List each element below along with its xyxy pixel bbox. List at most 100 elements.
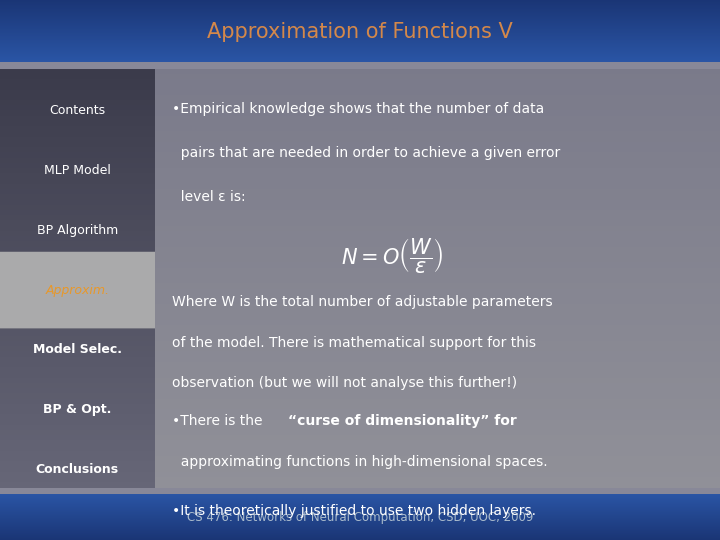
Text: BP & Opt.: BP & Opt. xyxy=(43,403,112,416)
Bar xyxy=(155,236,720,241)
Bar xyxy=(0,511,720,512)
Bar xyxy=(0,231,155,236)
Bar xyxy=(0,29,720,30)
Bar xyxy=(155,262,720,268)
Bar xyxy=(0,168,155,173)
Bar xyxy=(155,294,720,299)
Bar xyxy=(155,456,720,461)
Bar xyxy=(0,23,720,24)
Bar xyxy=(0,13,720,14)
Bar xyxy=(0,4,720,5)
Bar xyxy=(0,111,155,116)
Bar xyxy=(0,278,155,284)
Bar xyxy=(155,477,720,482)
Bar xyxy=(0,527,720,528)
Bar xyxy=(0,273,155,278)
Bar xyxy=(0,48,720,49)
Bar xyxy=(155,482,720,488)
Bar xyxy=(0,299,155,304)
Bar xyxy=(155,158,720,163)
Bar xyxy=(0,512,720,513)
Bar xyxy=(155,194,720,199)
Bar xyxy=(0,496,720,497)
Bar xyxy=(0,184,155,189)
Bar xyxy=(0,152,155,158)
Bar xyxy=(0,472,155,477)
Bar xyxy=(0,467,155,472)
Bar xyxy=(0,100,155,105)
Bar xyxy=(0,257,155,262)
Text: “curse of dimensionality” for: “curse of dimensionality” for xyxy=(289,414,517,428)
Bar xyxy=(155,425,720,430)
Bar xyxy=(155,420,720,425)
Text: Model Selec.: Model Selec. xyxy=(33,343,122,356)
Bar xyxy=(0,42,720,43)
Bar xyxy=(0,236,155,241)
Bar xyxy=(0,522,720,523)
Text: •It is theoretically justified to use two hidden layers.: •It is theoretically justified to use tw… xyxy=(172,504,536,518)
Bar xyxy=(0,320,155,325)
Bar xyxy=(0,477,155,482)
Bar xyxy=(0,220,155,226)
Bar xyxy=(155,226,720,231)
Bar xyxy=(0,5,720,6)
Text: Approximation of Functions V: Approximation of Functions V xyxy=(207,22,513,42)
Bar xyxy=(0,500,720,501)
Bar xyxy=(0,507,720,508)
Bar xyxy=(0,74,155,79)
Bar xyxy=(0,514,720,515)
Bar xyxy=(155,352,720,356)
Bar xyxy=(0,352,155,356)
Bar xyxy=(0,526,720,527)
Bar xyxy=(0,126,155,131)
Bar xyxy=(155,404,720,409)
Text: $N = O\left(\dfrac{W}{\varepsilon}\right)$: $N = O\left(\dfrac{W}{\varepsilon}\right… xyxy=(341,235,444,274)
Text: •Empirical knowledge shows that the number of data: •Empirical knowledge shows that the numb… xyxy=(172,102,544,116)
Bar xyxy=(0,41,720,42)
Bar xyxy=(0,39,720,40)
Bar xyxy=(0,399,155,404)
Bar xyxy=(0,252,155,257)
Bar xyxy=(0,505,720,506)
Bar xyxy=(0,529,720,530)
Bar xyxy=(0,501,720,502)
Bar xyxy=(0,425,155,430)
Bar xyxy=(155,231,720,236)
Bar xyxy=(0,309,155,315)
Bar xyxy=(0,530,720,531)
Text: Contents: Contents xyxy=(50,104,105,117)
Bar xyxy=(155,100,720,105)
Bar xyxy=(0,79,155,84)
Bar xyxy=(0,409,155,414)
Bar xyxy=(0,515,720,516)
Bar xyxy=(0,60,720,62)
Bar xyxy=(155,215,720,220)
Bar xyxy=(0,57,720,58)
Bar xyxy=(0,53,720,55)
Bar xyxy=(155,467,720,472)
Bar xyxy=(0,22,720,23)
Bar xyxy=(155,451,720,456)
Bar xyxy=(0,288,155,294)
Bar xyxy=(0,15,720,16)
Bar xyxy=(0,51,720,52)
Bar xyxy=(0,373,155,377)
Bar xyxy=(155,399,720,404)
Bar xyxy=(0,330,155,336)
Bar xyxy=(0,513,720,514)
Bar xyxy=(0,461,155,467)
Bar xyxy=(0,523,720,524)
Bar xyxy=(0,456,155,461)
Bar xyxy=(155,247,720,252)
Bar xyxy=(155,257,720,262)
Bar xyxy=(155,121,720,126)
Bar xyxy=(155,284,720,288)
Bar xyxy=(0,533,720,534)
Bar xyxy=(155,430,720,435)
Bar xyxy=(0,531,720,532)
Bar xyxy=(155,210,720,215)
Bar xyxy=(0,451,155,456)
Bar xyxy=(0,173,155,179)
Bar xyxy=(155,346,720,352)
Bar xyxy=(155,472,720,477)
